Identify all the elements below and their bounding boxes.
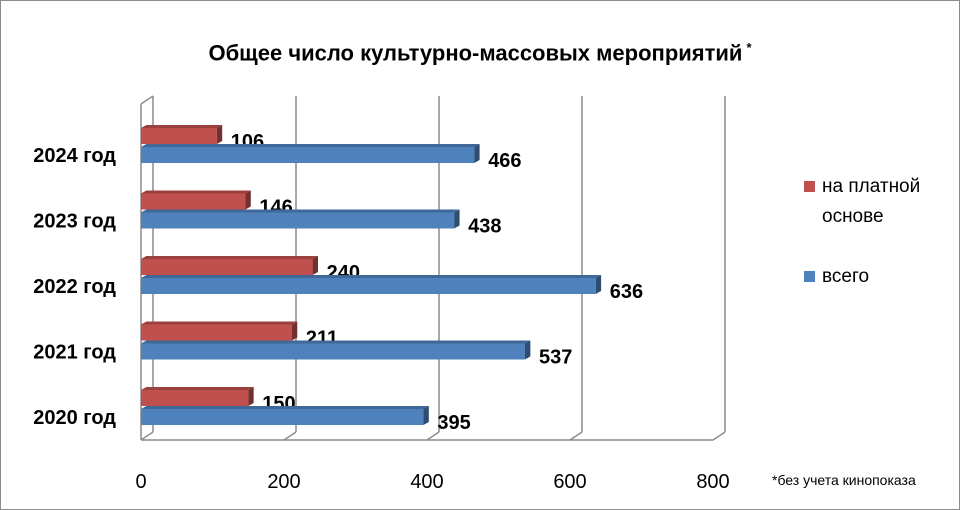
category-label: 2024 год (33, 145, 116, 167)
bar (141, 128, 217, 144)
bar (141, 390, 249, 406)
x-tick-label: 600 (553, 471, 586, 493)
bar-top (141, 209, 460, 213)
bar-top (141, 275, 602, 278)
bar (141, 409, 424, 425)
bar (141, 324, 292, 341)
bar-top (141, 387, 254, 390)
data-label: 537 (539, 347, 572, 369)
x-tick-label: 200 (267, 471, 300, 493)
bar (141, 278, 596, 294)
floor-gridline (140, 431, 154, 441)
bar (141, 147, 475, 163)
floor-gridline (283, 431, 297, 441)
legend: на платной основе всего (804, 172, 954, 322)
category-label: 2021 год (33, 342, 116, 364)
chart-title: Общее число культурно-массовых мероприят… (0, 40, 960, 66)
legend-label-total: всего (822, 266, 870, 287)
bar-end (423, 406, 429, 425)
legend-swatch-paid (804, 181, 815, 192)
bar-end (454, 209, 460, 229)
bar (141, 193, 246, 210)
x-tick-label: 0 (135, 471, 146, 493)
bar-end (291, 321, 298, 341)
bar-top (141, 321, 298, 325)
legend-item-total: всего (804, 262, 954, 292)
bar-top (141, 340, 531, 344)
bar-end (248, 387, 254, 406)
data-label: 395 (437, 412, 470, 434)
bar-end (524, 340, 531, 360)
data-label: 636 (610, 281, 643, 303)
bar-top (141, 256, 318, 259)
bar-end (312, 256, 318, 275)
category-label: 2023 год (33, 211, 116, 233)
category-label: 2020 год (33, 407, 116, 429)
bar-end (595, 275, 602, 294)
bar-top (141, 125, 223, 128)
data-label: 466 (488, 150, 521, 172)
bar-top (141, 190, 251, 194)
bar-top (141, 144, 480, 147)
bar-end (245, 190, 251, 210)
bar-end (216, 125, 223, 144)
legend-item-paid: на платной основе (804, 172, 954, 232)
bar (141, 212, 455, 229)
legend-swatch-total (804, 271, 815, 282)
bar (141, 343, 525, 360)
bar (141, 259, 313, 275)
bar-top (141, 406, 429, 409)
legend-label-paid: на платной основе (822, 176, 921, 227)
x-tick-label: 800 (696, 471, 729, 493)
category-label: 2022 год (33, 276, 116, 298)
x-tick-label: 400 (410, 471, 443, 493)
bar-end (474, 144, 480, 163)
y-axis-depth-line (140, 95, 154, 105)
title-footnote-mark: * (746, 40, 752, 55)
chart-title-text: Общее число культурно-массовых мероприят… (208, 40, 743, 66)
footnote: *без учета кинопоказа (772, 472, 916, 488)
floor-gridline (426, 431, 440, 441)
data-label: 438 (468, 216, 501, 238)
floor-gridline (712, 431, 726, 441)
floor-gridline (569, 431, 583, 441)
